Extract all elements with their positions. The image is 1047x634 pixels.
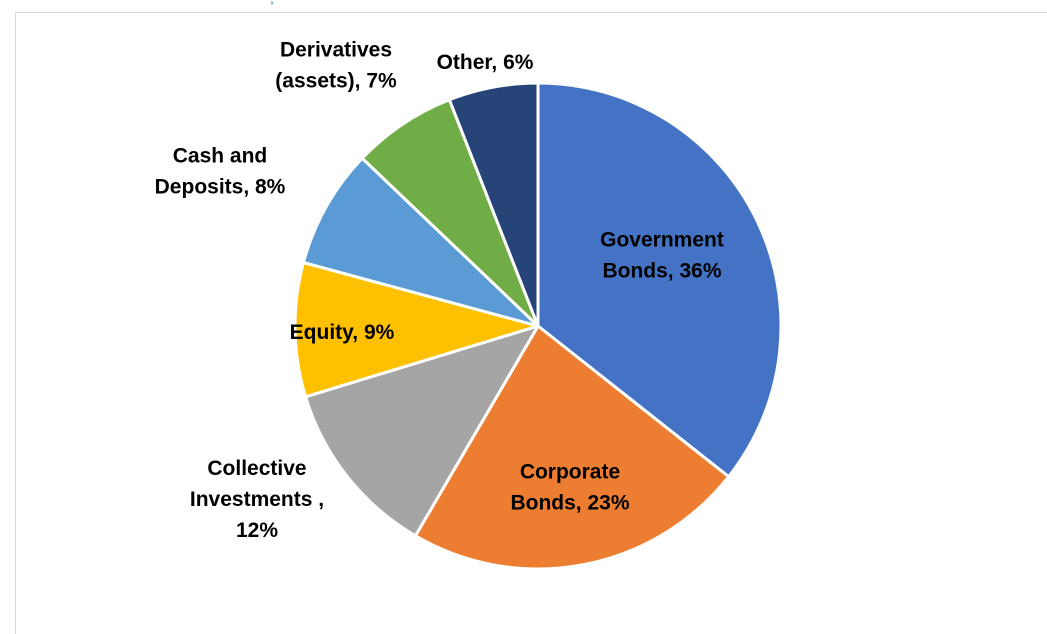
data-label-line: Government: [600, 229, 724, 252]
data-label-collective-investments: Collective Investments , 12%: [190, 457, 324, 542]
data-label-line: Bonds, 23%: [510, 492, 629, 515]
cropped-text-fragment: ,: [270, 0, 340, 8]
pie-slice-corporate-bonds: [413, 324, 731, 571]
data-label-line: Cash and: [173, 145, 268, 168]
data-label-line: Other, 6%: [437, 51, 534, 74]
data-label-line: Equity, 9%: [290, 321, 395, 344]
data-label-line: Investments ,: [190, 488, 324, 511]
data-label-line: (assets), 7%: [275, 70, 397, 93]
pie-slice-cash-and-deposits: [301, 156, 540, 328]
data-label-derivatives-assets: Derivatives (assets), 7%: [275, 39, 397, 93]
data-label-other: Other, 6%: [437, 51, 534, 74]
pie-slice-government-bonds: [536, 81, 783, 479]
data-label-cash-and-deposits: Cash and Deposits, 8%: [155, 145, 286, 199]
data-label-line: Deposits, 8%: [155, 176, 286, 199]
data-label-government-bonds: Government Bonds, 36%: [600, 229, 724, 283]
pie-slice-collective-investments: [304, 324, 540, 538]
pie-chart: Government Bonds, 36%Corporate Bonds, 23%C…: [155, 39, 783, 571]
data-label-corporate-bonds: Corporate Bonds, 23%: [510, 461, 629, 515]
data-label-line: 12%: [236, 519, 278, 542]
pie-slice-equity: [293, 260, 540, 399]
data-label-equity: Equity, 9%: [290, 321, 395, 344]
data-label-line: Derivatives: [280, 39, 392, 62]
pie-slices: [293, 81, 783, 571]
data-label-line: Bonds, 36%: [602, 260, 721, 283]
chart-area: Government Bonds, 36% Corporate Bonds, 23% C…: [15, 12, 1047, 634]
data-label-line: Collective: [207, 457, 306, 480]
pie-slice-other: [447, 81, 540, 328]
pie-slice-derivatives-assets: [360, 98, 540, 328]
pie-data-labels: Government Bonds, 36%Corporate Bonds, 23%C…: [155, 39, 724, 543]
data-label-line: Corporate: [520, 461, 620, 484]
